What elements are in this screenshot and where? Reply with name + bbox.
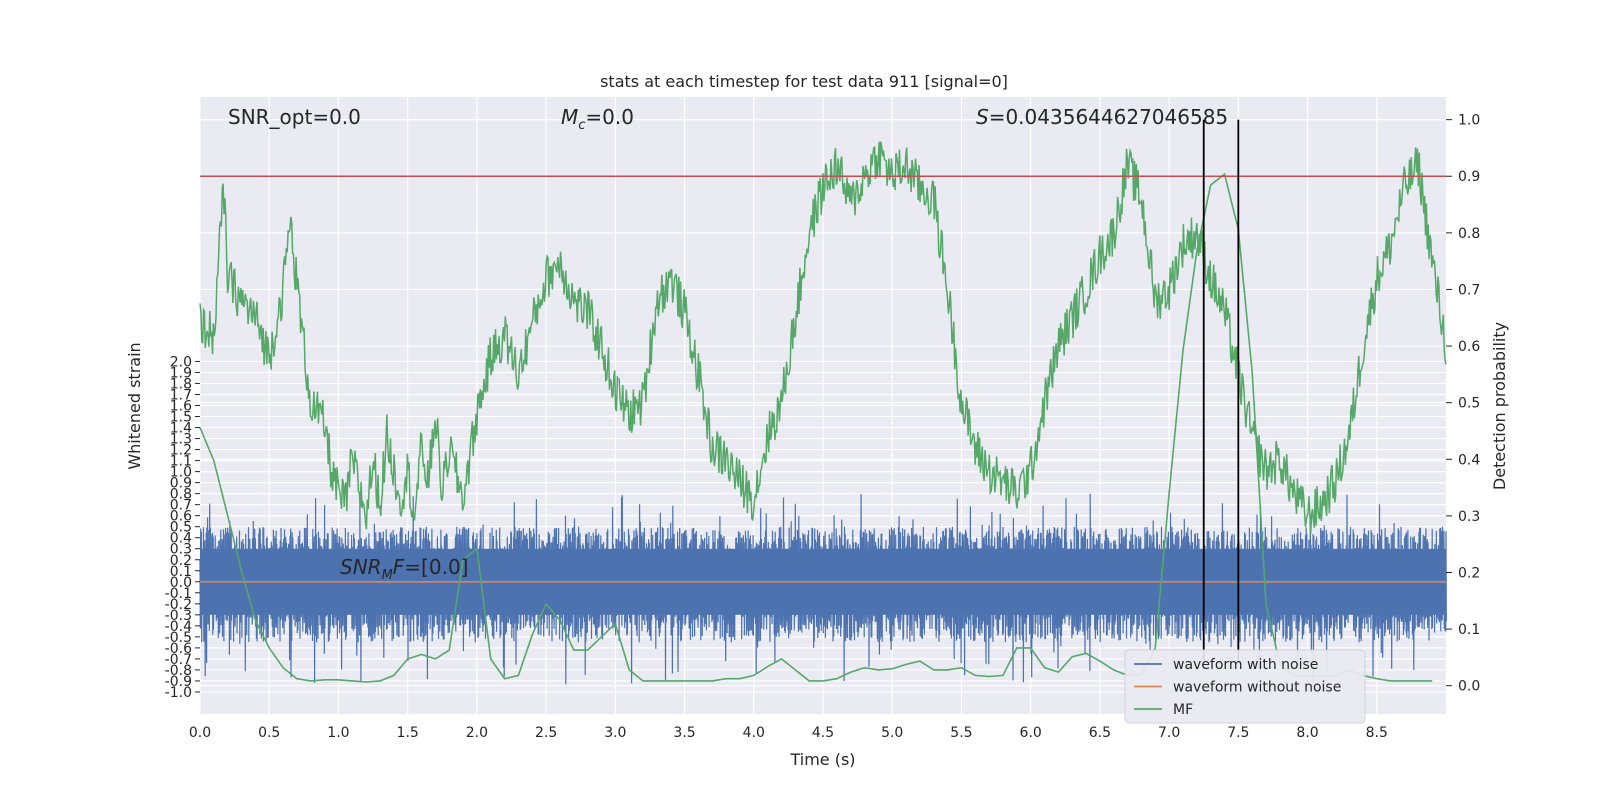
- legend-label: MF: [1173, 702, 1193, 718]
- y-tick-label: 0.0: [170, 575, 192, 591]
- y2-tick-label: 0.8: [1458, 226, 1480, 242]
- annotations: SNR_opt=0.0 Mc=0.0 S=0.0435644627046585 …: [228, 105, 1228, 583]
- legend-label: waveform without noise: [1173, 680, 1341, 696]
- y-tick-label: -1.0: [165, 685, 192, 701]
- y-tick-label: 0.5: [170, 520, 192, 536]
- y2-tick-label: 0.1: [1458, 622, 1480, 638]
- y2-tick-label: 0.0: [1458, 679, 1480, 695]
- y-tick-label: -0.6: [165, 641, 192, 657]
- y-tick-label: 0.7: [170, 498, 192, 514]
- x-tick-label: 7.5: [1227, 725, 1249, 741]
- x-tick-label: 2.0: [466, 725, 488, 741]
- legend-label: waveform with noise: [1173, 657, 1318, 673]
- y2-tick-label: 0.3: [1458, 509, 1480, 525]
- y-tick-label: 0.4: [170, 531, 192, 547]
- y-tick-label: -0.5: [165, 630, 192, 646]
- x-tick-label: 5.0: [881, 725, 903, 741]
- legend-box: [1124, 649, 1366, 724]
- series-mf: [199, 172, 1433, 683]
- axes: 0.0 0.5 1.0 1.5 2.0 2.5 3.0 3.5 4.0 4.5 5.0 5.5 6.0 6…: [165, 113, 1481, 741]
- y-tick-label: -0.8: [165, 663, 192, 679]
- y-tick-label: 0.3: [170, 542, 192, 558]
- y-tick-label: 1.8: [170, 376, 192, 392]
- y2-tick-label: 0.2: [1458, 565, 1480, 581]
- snr-opt-annotation: SNR_opt=0.0: [228, 105, 361, 129]
- chart-title: stats at each timestep for test data 911…: [600, 72, 1008, 91]
- x-axis-label: Time (s): [789, 750, 855, 769]
- x-tick-label: 4.5: [812, 725, 834, 741]
- y-tick-label: 1.5: [170, 410, 192, 426]
- y2-tick-label: 1.0: [1458, 113, 1480, 129]
- x-tick-label: 3.5: [673, 725, 695, 741]
- y-tick-label: 1.0: [170, 465, 192, 481]
- y-tick-label: 1.4: [170, 421, 192, 437]
- x-tick-label: 0.0: [189, 725, 211, 741]
- y-tick-label: 1.7: [170, 387, 192, 403]
- y-tick-label: 2.0: [170, 354, 192, 370]
- y2-axis-label: Detection probability: [1490, 322, 1509, 490]
- y-tick-label: 1.3: [170, 432, 192, 448]
- x-tick-label: 4.0: [743, 725, 765, 741]
- y2-tick-label: 0.6: [1458, 339, 1480, 355]
- y2-tick-label: 0.4: [1458, 452, 1480, 468]
- x-tick-label: 1.0: [327, 725, 349, 741]
- y-tick-label: 0.1: [170, 564, 192, 580]
- y-tick-label: 1.6: [170, 399, 192, 415]
- y-tick-label: 0.9: [170, 476, 192, 492]
- y-tick-label: 1.1: [170, 454, 192, 470]
- y-tick-label: -0.1: [165, 586, 192, 602]
- y-tick-label: 1.2: [170, 443, 192, 459]
- x-tick-label: 0.5: [258, 725, 280, 741]
- x-tick-label: 3.0: [604, 725, 626, 741]
- y2-tick-label: 0.5: [1458, 396, 1480, 412]
- y-tick-label: -0.2: [165, 597, 192, 613]
- y-tick-label: -0.7: [165, 652, 192, 668]
- x-tick-label: 6.5: [1089, 725, 1111, 741]
- y-tick-label: 0.2: [170, 553, 192, 569]
- y-tick-label: -0.9: [165, 674, 192, 690]
- y-tick-label: -0.4: [165, 619, 192, 635]
- series-lines: [199, 119, 1447, 683]
- x-tick-label: 8.5: [1366, 725, 1388, 741]
- x-tick-label: 1.5: [397, 725, 419, 741]
- y2-tick-label: 0.9: [1458, 169, 1480, 185]
- x-tick-label: 7.0: [1158, 725, 1180, 741]
- x-tick-label: 5.5: [950, 725, 972, 741]
- x-tick-label: 8.0: [1296, 725, 1318, 741]
- y-tick-label: 0.6: [170, 509, 192, 525]
- y-tick-label: 0.8: [170, 487, 192, 503]
- mc-annotation: Mc=0.0: [561, 105, 634, 133]
- y2-tick-label: 0.7: [1458, 282, 1480, 298]
- y-tick-label: -0.3: [165, 608, 192, 624]
- y-axis-label: Whitened strain: [125, 342, 144, 469]
- x-tick-label: 6.0: [1020, 725, 1042, 741]
- y-tick-label: 1.9: [170, 365, 192, 381]
- x-tick-label: 2.5: [535, 725, 557, 741]
- legend: waveform with noise waveform without nois…: [1124, 649, 1366, 724]
- snr-mf-annotation: SNRMF=[0.0]: [340, 555, 468, 583]
- s-annotation: S=0.0435644627046585: [976, 105, 1228, 129]
